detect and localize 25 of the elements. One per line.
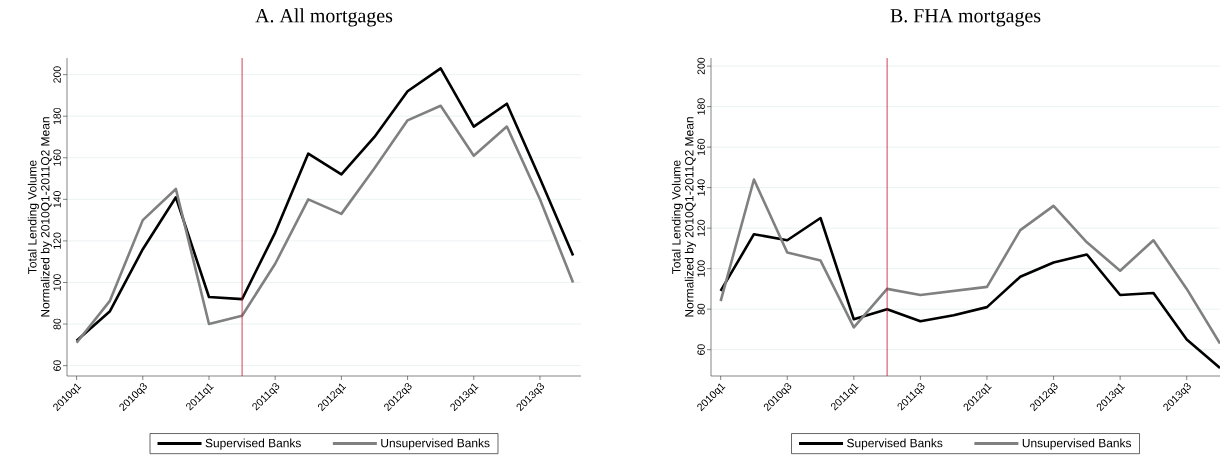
chart-title: A. All mortgages <box>255 8 393 27</box>
y-tick-label: 120 <box>697 219 705 237</box>
y-tick-label: 100 <box>53 274 61 291</box>
y-tick-label: 60 <box>697 344 705 355</box>
legend-label: Supervised Banks <box>205 438 301 450</box>
y-tick-label: 140 <box>53 191 61 208</box>
line-series <box>719 216 1221 370</box>
y-tick-label: 100 <box>697 260 705 277</box>
y-axis-title: Total Lending Volume Normalized by 2010Q1-2011Q2 Mean <box>671 117 696 317</box>
y-tick-label: 80 <box>53 318 61 330</box>
y-tick-label: 120 <box>53 232 61 249</box>
y-tick-label: 200 <box>53 66 61 83</box>
y-tick-label: 160 <box>697 138 705 156</box>
y-tick-label: 200 <box>697 57 705 75</box>
y-tick-label: 140 <box>697 179 705 196</box>
y-tick-label: 180 <box>53 107 61 125</box>
chart-title: B. FHA mortgages <box>890 9 1041 27</box>
y-tick-label: 60 <box>53 360 61 371</box>
y-tick-label: 80 <box>697 303 705 315</box>
legend-label: Unsupervised Banks <box>1022 438 1132 450</box>
y-tick-label: 160 <box>53 149 61 166</box>
legend-label: Unsupervised Banks <box>381 438 490 450</box>
y-tick-label: 180 <box>697 98 705 115</box>
y-axis-title: Total Lending Volume Normalized by 2010Q1-2011Q2 Mean <box>27 117 52 317</box>
legend-label: Supervised Banks <box>847 438 943 450</box>
